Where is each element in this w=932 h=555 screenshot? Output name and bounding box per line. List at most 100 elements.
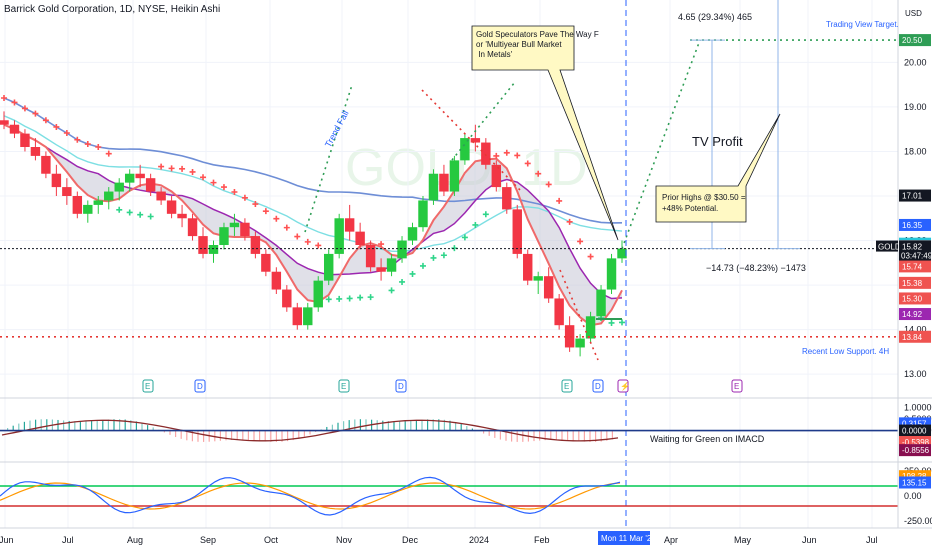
trailing-stop-mark — [409, 270, 416, 277]
event-marker-label: E — [734, 382, 739, 391]
indicator-panes — [0, 419, 898, 516]
candle-body — [491, 164, 502, 188]
candle-body — [0, 120, 9, 125]
trailing-stop-mark — [493, 152, 500, 159]
trailing-stop-mark — [95, 144, 102, 150]
osc-signal-line — [0, 482, 621, 510]
candle-body — [271, 271, 282, 290]
trailing-stop-mark — [158, 163, 165, 170]
macd-tick-label: 1.0000 — [904, 403, 932, 413]
candle-body — [470, 138, 481, 143]
trailing-stop-mark — [367, 294, 374, 301]
prior-highs-callout[interactable]: Prior Highs @ $30.50 = +48% Potential. — [655, 113, 781, 223]
event-marker — [592, 379, 604, 393]
time-badge-bg — [598, 531, 650, 545]
candle-body — [575, 338, 585, 348]
candle-body — [428, 173, 439, 201]
candle-body — [20, 133, 30, 147]
trailing-stop-mark — [461, 234, 468, 241]
macd-badge-bg — [899, 444, 931, 457]
trailing-stop-mark — [200, 174, 207, 181]
trailing-stop-mark — [535, 170, 542, 177]
candle-body — [585, 316, 596, 339]
time-tick-label: Jul — [62, 535, 74, 545]
candle-body — [83, 204, 93, 214]
time-tick-label: Nov — [336, 535, 353, 545]
price-badge-bg — [899, 189, 931, 202]
trailing-stop-mark — [220, 184, 227, 191]
time-tick-label: Jun — [802, 535, 817, 545]
candle-body — [564, 325, 575, 348]
trailing-stop-mark — [577, 238, 584, 245]
macd-badge-bg — [899, 424, 931, 437]
candle-body — [344, 218, 355, 232]
price-tick-label: 20.00 — [904, 57, 927, 67]
candle-body — [166, 200, 177, 214]
candle-body — [135, 173, 145, 179]
grid-lines — [0, 0, 898, 528]
candle-body — [449, 160, 460, 192]
candle-body — [93, 200, 103, 205]
macd-badge: -0.5398 — [902, 438, 930, 447]
candle-body — [617, 248, 627, 259]
trailing-stop-mark — [440, 252, 447, 259]
candle-body — [250, 236, 261, 254]
target-label: Trading View Target. — [826, 20, 899, 29]
price-badge-bg — [899, 218, 931, 231]
event-marker — [194, 379, 206, 393]
trailing-stop-mark — [346, 295, 353, 302]
ma-cloud — [4, 124, 622, 326]
trailing-stop-mark — [556, 197, 563, 204]
macd-badge: 0.3157 — [902, 419, 927, 428]
trailing-stop-mark — [304, 238, 311, 245]
candle-body — [502, 187, 512, 210]
event-marker — [561, 379, 573, 393]
price-badge-bg — [899, 34, 931, 47]
ma-red-line — [3, 123, 623, 327]
candle-body — [543, 276, 554, 299]
trailing-stop-mark — [262, 208, 269, 215]
price-badge: 20.50 — [902, 36, 923, 45]
trailing-stop-mark — [608, 319, 615, 326]
time-tick-label: Apr — [664, 535, 678, 545]
trailing-stop-mark — [84, 141, 91, 148]
candle-body — [177, 213, 187, 219]
macd-badge: 0.0000 — [902, 427, 927, 436]
trailing-stop-mark — [482, 211, 489, 218]
trailing-stop-mark — [231, 188, 238, 195]
candle-body — [439, 173, 449, 192]
trend-fall-line — [304, 84, 353, 233]
trailing-stop-mark — [430, 254, 437, 261]
candle-body — [323, 253, 334, 281]
chart-header-title: Barrick Gold Corporation, 1D, NYSE, Heik… — [4, 4, 221, 15]
candle-body — [9, 124, 20, 134]
trailing-stop-mark — [126, 209, 133, 216]
trailing-stop-mark — [357, 294, 364, 301]
time-tick-label: Feb — [534, 535, 550, 545]
time-tick-label: Jul — [866, 535, 878, 545]
trailing-stop-mark — [189, 168, 196, 175]
osc-main-line — [0, 476, 621, 516]
candle-body — [512, 209, 522, 254]
trailing-stop-mark — [619, 319, 625, 326]
osc-badge-bg — [899, 476, 931, 489]
symbol-badge: GOLD — [878, 243, 901, 252]
candle-body — [334, 218, 344, 254]
trailing-stop-mark — [168, 165, 175, 172]
event-marker-label: E — [564, 382, 569, 391]
price-badge: 15.74 — [902, 262, 923, 271]
time-badge: Mon 11 Mar '24 — [601, 534, 656, 543]
symbol-badge-bg — [876, 240, 898, 252]
trailing-stop-mark — [252, 201, 259, 208]
event-marker-label: D — [398, 382, 404, 391]
price-badge: 15.30 — [902, 294, 923, 303]
candle-body — [460, 138, 470, 161]
support-label: Recent Low Support. 4H — [802, 347, 889, 356]
trailing-stop-mark — [566, 218, 573, 225]
